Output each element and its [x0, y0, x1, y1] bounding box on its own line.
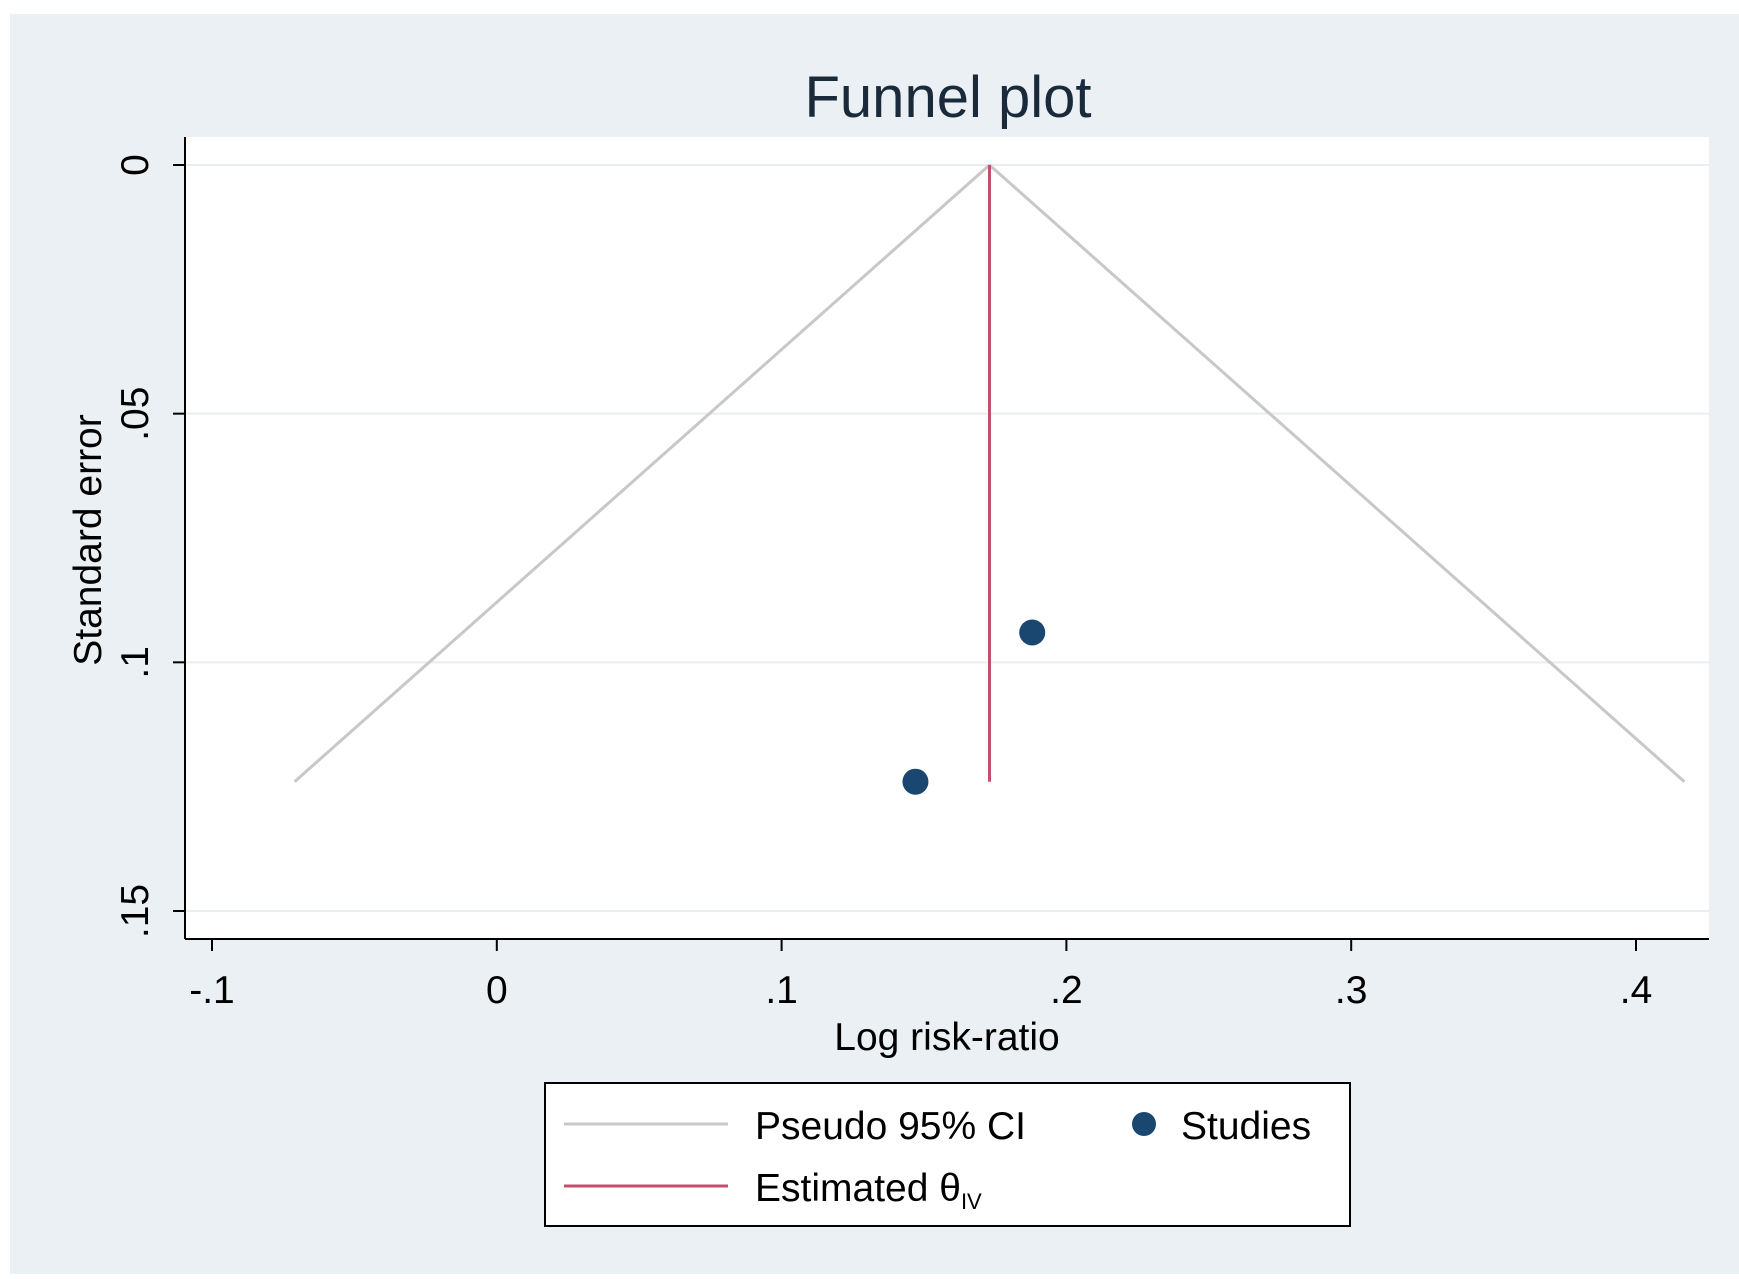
legend: Pseudo 95% CI Studies Estimated θIV	[544, 1082, 1351, 1227]
y-tick-label: .1	[114, 646, 157, 679]
gridlines	[185, 164, 1709, 912]
tick-layer: 0 .05 .1 .15 -.1 0 .1 .2 .3 .4	[114, 154, 1652, 1012]
pseudo-ci-right-line	[988, 163, 1686, 783]
plot-area	[185, 137, 1709, 939]
x-tick-label: -.1	[189, 969, 235, 1012]
study-point	[902, 768, 929, 795]
legend-studies-swatch	[1132, 1112, 1156, 1136]
x-tick-label: .1	[765, 969, 798, 1012]
chart-title: Funnel plot	[805, 65, 1092, 130]
y-tick-label: .15	[114, 884, 157, 938]
y-tick-label: .05	[114, 387, 157, 441]
legend-estimate-text: Estimated θ	[755, 1167, 961, 1210]
legend-estimate-label: Estimated θIV	[755, 1167, 982, 1214]
axes	[184, 137, 1709, 940]
series-layer	[293, 163, 1686, 795]
x-tick-label: .4	[1620, 969, 1653, 1012]
legend-box	[544, 1082, 1351, 1227]
y-axis-label: Standard error	[67, 414, 110, 665]
x-axis-label: Log risk-ratio	[834, 1016, 1059, 1059]
x-tick-label: .3	[1335, 969, 1368, 1012]
y-tick-label: 0	[114, 154, 157, 176]
x-tick-label: .2	[1050, 969, 1083, 1012]
x-tick-label: 0	[486, 969, 508, 1012]
pseudo-ci-left-line	[293, 163, 991, 783]
legend-estimate-subscript: IV	[961, 1189, 982, 1214]
study-point	[1019, 619, 1046, 646]
legend-studies-label: Studies	[1181, 1105, 1311, 1148]
legend-ci-label: Pseudo 95% CI	[755, 1105, 1026, 1148]
